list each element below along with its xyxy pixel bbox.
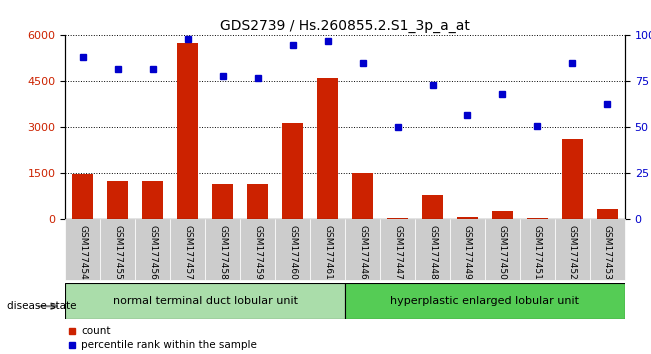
FancyBboxPatch shape <box>275 219 310 280</box>
FancyBboxPatch shape <box>205 219 240 280</box>
FancyBboxPatch shape <box>450 219 485 280</box>
Text: GSM177447: GSM177447 <box>393 225 402 280</box>
Text: GSM177454: GSM177454 <box>78 225 87 280</box>
Text: GSM177446: GSM177446 <box>358 225 367 280</box>
Bar <box>282 124 303 219</box>
Bar <box>352 173 373 219</box>
Bar <box>422 195 443 219</box>
Text: GSM177457: GSM177457 <box>183 225 192 280</box>
FancyBboxPatch shape <box>100 219 135 280</box>
Text: GSM177452: GSM177452 <box>568 225 577 280</box>
Bar <box>72 174 93 219</box>
FancyBboxPatch shape <box>555 219 590 280</box>
Bar <box>212 184 233 219</box>
Text: GSM177458: GSM177458 <box>218 225 227 280</box>
Bar <box>562 139 583 219</box>
FancyBboxPatch shape <box>380 219 415 280</box>
FancyBboxPatch shape <box>345 283 625 319</box>
Text: GSM177455: GSM177455 <box>113 225 122 280</box>
Bar <box>457 217 478 219</box>
Bar <box>492 211 513 219</box>
Bar <box>177 43 198 219</box>
Bar <box>142 181 163 219</box>
Text: GSM177453: GSM177453 <box>603 225 612 280</box>
FancyBboxPatch shape <box>485 219 520 280</box>
Text: GSM177459: GSM177459 <box>253 225 262 280</box>
FancyBboxPatch shape <box>135 219 170 280</box>
Bar <box>247 184 268 219</box>
Text: GSM177461: GSM177461 <box>323 225 332 280</box>
FancyBboxPatch shape <box>65 219 100 280</box>
Text: count: count <box>81 326 111 336</box>
FancyBboxPatch shape <box>170 219 205 280</box>
Text: GSM177448: GSM177448 <box>428 225 437 280</box>
Text: percentile rank within the sample: percentile rank within the sample <box>81 340 257 350</box>
Bar <box>527 218 548 219</box>
FancyBboxPatch shape <box>240 219 275 280</box>
Bar <box>317 78 338 219</box>
Text: hyperplastic enlarged lobular unit: hyperplastic enlarged lobular unit <box>391 296 579 306</box>
FancyBboxPatch shape <box>415 219 450 280</box>
Text: GSM177460: GSM177460 <box>288 225 297 280</box>
Bar <box>597 209 618 219</box>
Text: GSM177450: GSM177450 <box>498 225 507 280</box>
FancyBboxPatch shape <box>310 219 345 280</box>
Text: disease state: disease state <box>7 301 76 311</box>
Text: GSM177451: GSM177451 <box>533 225 542 280</box>
Bar <box>107 181 128 219</box>
FancyBboxPatch shape <box>65 283 345 319</box>
Bar <box>387 218 408 219</box>
FancyBboxPatch shape <box>590 219 625 280</box>
FancyBboxPatch shape <box>345 219 380 280</box>
Text: GSM177449: GSM177449 <box>463 225 472 280</box>
Text: normal terminal duct lobular unit: normal terminal duct lobular unit <box>113 296 298 306</box>
Text: GSM177456: GSM177456 <box>148 225 157 280</box>
FancyBboxPatch shape <box>520 219 555 280</box>
Title: GDS2739 / Hs.260855.2.S1_3p_a_at: GDS2739 / Hs.260855.2.S1_3p_a_at <box>220 19 470 33</box>
